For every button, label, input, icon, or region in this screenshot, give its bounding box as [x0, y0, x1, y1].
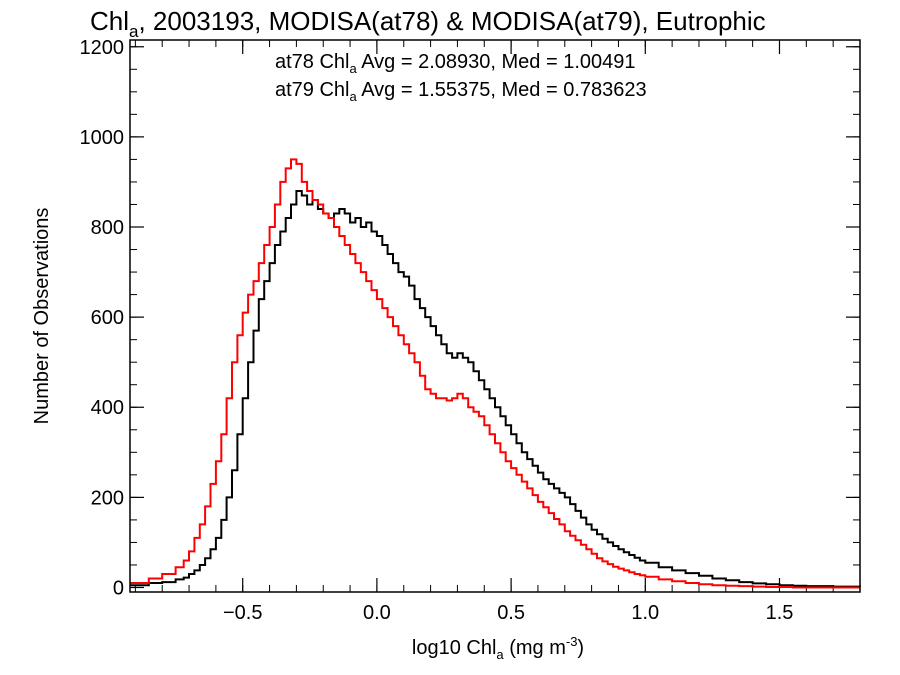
x-tick-label: −0.5 [223, 602, 262, 624]
y-tick-label: 0 [113, 577, 124, 599]
series-at79-line [130, 158, 860, 589]
plot-frame [129, 39, 861, 593]
x-axis-label-unit: (mg m [504, 637, 566, 659]
annotation-at79-prefix: at79 Chl [275, 79, 350, 101]
x-axis-label-unit-exponent: -3 [566, 634, 578, 649]
chart-title-subscript: a [129, 22, 139, 41]
series-layer [130, 158, 861, 589]
y-tick-label: 1200 [80, 37, 125, 59]
x-axis-label-unit-close: ) [577, 637, 584, 659]
y-tick-labels: 0 200 400 600 800 1000 1200 [80, 37, 125, 600]
y-tick-label: 400 [91, 397, 124, 419]
axis-ticks [130, 40, 861, 592]
x-tick-labels: −0.5 0.0 0.5 1.0 1.5 [223, 602, 793, 624]
y-axis-label: Number of Observations [31, 208, 53, 425]
annotation-at78-subscript: a [350, 61, 358, 76]
y-tick-label: 1000 [80, 127, 125, 149]
x-tick-label: 0.0 [363, 602, 391, 624]
chart-title-prefix: Chl [90, 6, 129, 36]
y-tick-label: 600 [91, 307, 124, 329]
annotation-at79-rest: Avg = 1.55375, Med = 0.783623 [357, 79, 647, 101]
x-axis-label-prefix: log10 Chl [412, 637, 497, 659]
annotation-at78-rest: Avg = 2.08930, Med = 1.00491 [357, 51, 636, 73]
annotation-at79-subscript: a [350, 89, 358, 104]
series-at78-line [130, 190, 861, 588]
chart-title: Chla, 2003193, MODISA(at78) & MODISA(at7… [90, 6, 766, 41]
x-axis-label: log10 Chla (mg m-3) [412, 634, 584, 662]
x-tick-label: 0.5 [497, 602, 525, 624]
annotation-at78: at78 Chla Avg = 2.08930, Med = 1.00491 [275, 51, 635, 76]
x-tick-label: 1.0 [631, 602, 659, 624]
y-tick-label: 200 [91, 487, 124, 509]
y-tick-label: 800 [91, 217, 124, 239]
annotation-at78-prefix: at78 Chl [275, 51, 350, 73]
annotation-at79: at79 Chla Avg = 1.55375, Med = 0.783623 [275, 79, 647, 104]
x-axis-label-subscript: a [496, 647, 504, 662]
chart-title-rest: , 2003193, MODISA(at78) & MODISA(at79), … [138, 6, 765, 36]
x-tick-label: 1.5 [766, 602, 794, 624]
